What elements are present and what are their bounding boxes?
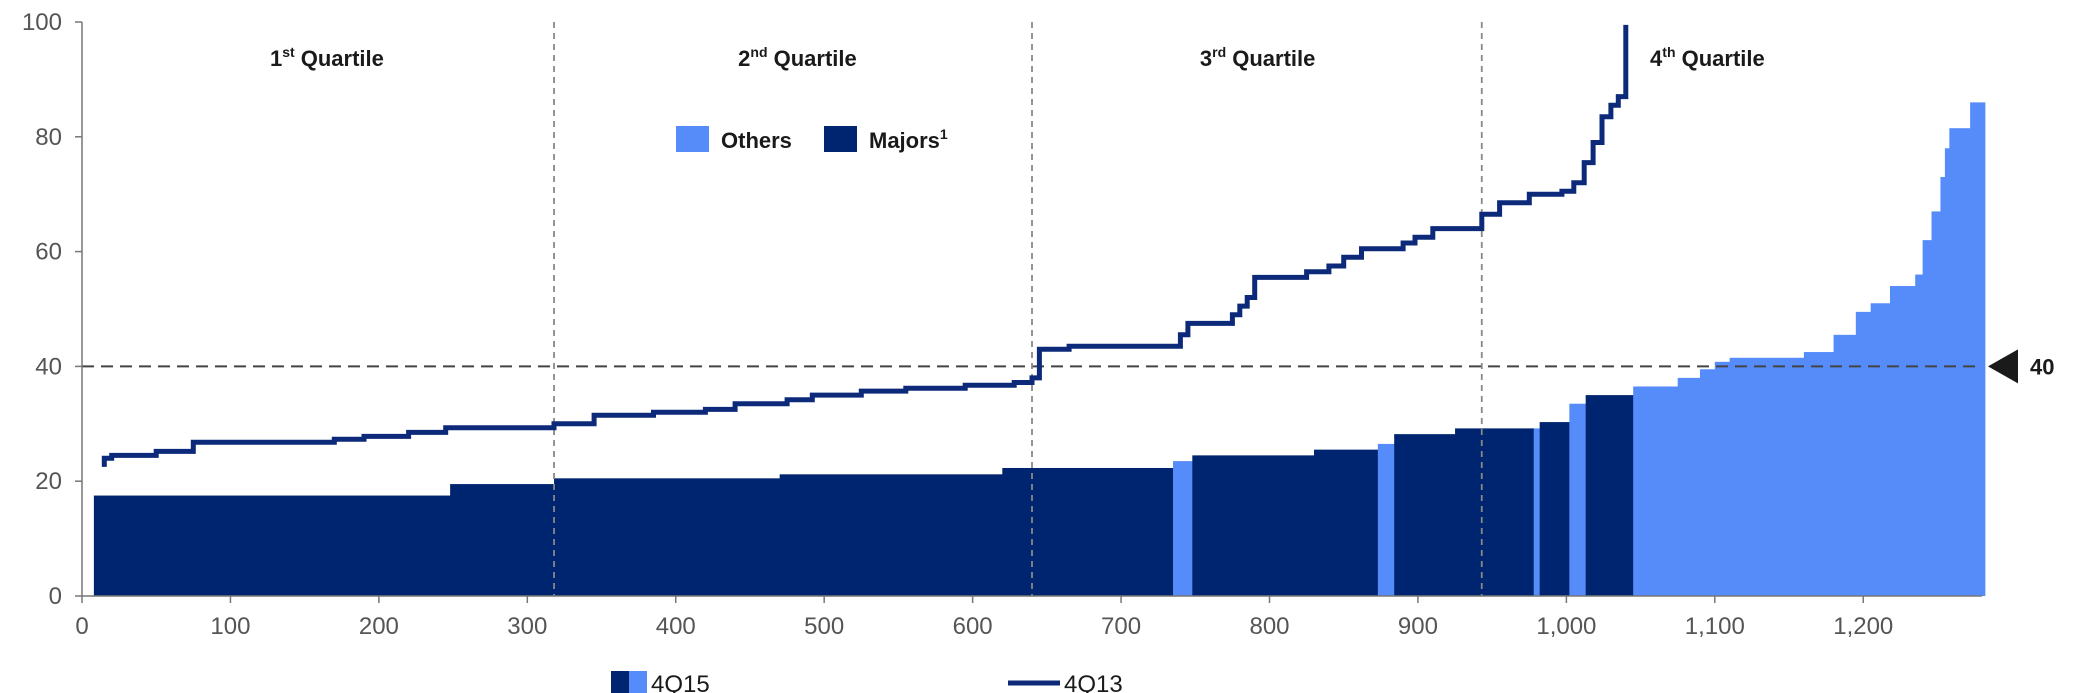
quartile-label: 1st Quartile — [270, 44, 384, 71]
quartile-labels: 1st Quartile 2nd Quartile 3rd Quartile 4th … — [270, 44, 1765, 71]
x-tick-label: 0 — [75, 613, 88, 640]
bar-majors — [1455, 428, 1535, 596]
quartile-label: 2nd Quartile — [738, 44, 857, 71]
legend-swatch-4q15-others — [629, 671, 647, 693]
bar-majors — [450, 484, 555, 596]
x-tick-label: 100 — [210, 613, 250, 640]
bar-others — [1714, 361, 1731, 596]
bar-others — [1949, 128, 1971, 596]
bar-others — [1922, 240, 1932, 596]
bar-others — [1889, 286, 1916, 596]
legend-swatch-others — [676, 126, 709, 152]
y-tick-label: 60 — [35, 239, 62, 266]
x-tick-label: 700 — [1101, 613, 1141, 640]
x-tick-label: 1,100 — [1685, 613, 1745, 640]
legend-label-4q13: 4Q13 — [1064, 671, 1123, 693]
bar-others — [1940, 176, 1946, 597]
quartile-label: 3rd Quartile — [1200, 44, 1316, 71]
y-tick-label: 100 — [22, 9, 62, 36]
axes — [81, 22, 1982, 597]
bar-others — [1699, 369, 1716, 596]
bar-others — [1377, 443, 1395, 596]
bar-others — [1855, 311, 1872, 596]
bar-others — [1870, 303, 1891, 596]
quartile-dividers — [553, 22, 1483, 596]
bar-majors — [1585, 395, 1634, 596]
x-tick-labels: 0 100 200 300 400 500 600 700 800 900 1,000 1,100 1,… — [75, 596, 1893, 640]
y-tick-label: 20 — [35, 468, 62, 495]
y-tick-labels: 0 20 40 60 80 100 — [22, 9, 82, 610]
bar-others — [1569, 403, 1587, 596]
bar-majors — [779, 474, 1003, 596]
legend-label-others: Others — [721, 128, 792, 153]
bar-others — [1931, 211, 1941, 597]
inner-legend: Others Majors1 — [676, 126, 948, 153]
reference-line-label: 40 — [2030, 354, 2054, 379]
bar-majors — [93, 495, 451, 596]
x-tick-label: 600 — [953, 613, 993, 640]
x-tick-label: 200 — [359, 613, 399, 640]
legend-label-majors: Majors1 — [869, 126, 948, 153]
x-tick-label: 300 — [507, 613, 547, 640]
reference-arrow-icon — [1988, 349, 2018, 384]
bar-majors — [1539, 422, 1570, 596]
quartile-label: 4th Quartile — [1650, 44, 1765, 71]
y-tick-label: 40 — [35, 353, 62, 380]
legend-swatch-majors — [824, 126, 857, 152]
bar-majors — [1192, 455, 1315, 596]
bar-others — [1944, 148, 1950, 596]
legend-label-4q15: 4Q15 — [651, 671, 710, 693]
bar-majors — [554, 478, 781, 596]
x-tick-label: 900 — [1398, 613, 1438, 640]
bar-others — [1915, 274, 1924, 596]
bars-4q15 — [93, 102, 1986, 597]
bar-others — [1173, 461, 1193, 596]
bar-others — [1970, 102, 1986, 597]
line-4q13-group — [101, 24, 1629, 467]
x-tick-label: 1,200 — [1833, 613, 1893, 640]
x-tick-label: 1,000 — [1536, 613, 1596, 640]
bottom-legend: 4Q15 4Q13 — [611, 671, 1123, 693]
bar-others — [1633, 386, 1679, 596]
y-tick-label: 0 — [49, 583, 62, 610]
bar-others — [1833, 334, 1857, 596]
line-4q13 — [101, 24, 1629, 467]
legend-swatch-4q15-majors — [611, 671, 629, 693]
x-tick-label: 400 — [656, 613, 696, 640]
bar-majors — [1002, 467, 1174, 596]
bar-majors — [1394, 434, 1456, 596]
y-tick-label: 80 — [35, 124, 62, 151]
bar-majors — [1314, 449, 1379, 596]
bar-others — [1729, 357, 1805, 596]
bar-others — [1803, 352, 1834, 596]
x-tick-label: 800 — [1249, 613, 1289, 640]
bar-others — [1533, 428, 1541, 596]
x-tick-label: 500 — [804, 613, 844, 640]
bar-others — [1677, 377, 1701, 596]
